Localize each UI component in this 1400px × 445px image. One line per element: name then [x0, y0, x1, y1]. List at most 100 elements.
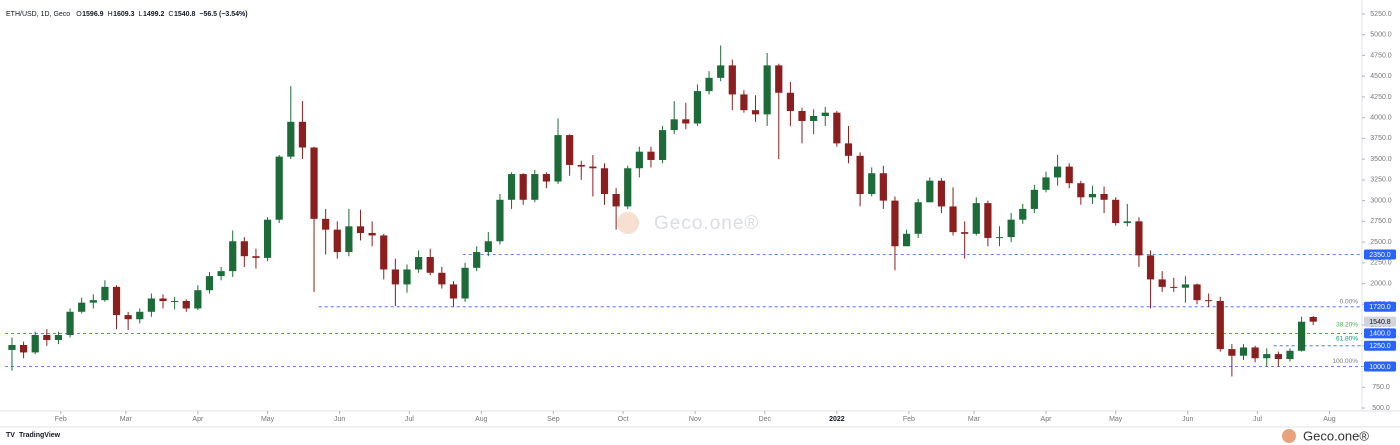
watermark: Geco.one®	[654, 213, 759, 234]
y-tick-label: 5000.0	[1370, 32, 1392, 39]
candle-body	[1135, 221, 1143, 256]
candle-body	[438, 272, 446, 285]
candle-body	[147, 298, 155, 312]
y-tick-label: 3250.0	[1370, 177, 1392, 184]
candle-body	[124, 315, 132, 320]
candle-body	[949, 206, 957, 233]
candle-body	[310, 147, 318, 219]
level-label: 2350.0	[1369, 252, 1391, 259]
platform-name: TradingView	[19, 432, 61, 439]
y-tick-label: 2500.0	[1370, 239, 1392, 246]
candle-body	[263, 219, 272, 258]
candle-body	[810, 115, 818, 121]
candle-body	[658, 130, 667, 160]
brand-logo	[1282, 429, 1296, 443]
candle-body	[821, 112, 829, 116]
legend-value: 1540.8	[174, 11, 196, 18]
level-box	[1364, 361, 1396, 372]
fib-label: 38.20%	[1336, 321, 1358, 328]
candle-body	[449, 284, 458, 299]
candle-body	[136, 311, 144, 320]
candle-body	[554, 135, 562, 182]
candle-body	[1309, 317, 1317, 322]
candle-body	[786, 92, 794, 112]
level-label: 1400.0	[1369, 331, 1391, 338]
candle-body	[1123, 221, 1131, 224]
candle-body	[1042, 177, 1050, 190]
x-tick-label: Aug	[1323, 416, 1336, 423]
candle-body	[356, 226, 365, 233]
x-tick-label: Mar	[120, 416, 133, 423]
legend-text: ETH/USD, 1D, Geco	[6, 11, 70, 18]
watermark-group: Geco.one®	[617, 212, 759, 234]
candle-body	[1228, 349, 1236, 356]
candle-body	[66, 311, 74, 336]
candle-body	[275, 156, 283, 220]
candle-body	[670, 119, 678, 131]
candle-body	[1205, 300, 1213, 302]
candle-body	[635, 151, 643, 169]
candle-body	[542, 174, 551, 182]
candle-body	[1054, 166, 1062, 178]
candle-body	[682, 119, 690, 124]
candle-body	[1181, 284, 1190, 288]
x-tick-label: May	[261, 416, 275, 423]
candle-body	[1263, 354, 1271, 359]
candle-body	[507, 174, 516, 200]
candle-body	[902, 233, 911, 247]
platform-logo: TV	[6, 432, 15, 439]
candle-body	[531, 174, 539, 200]
candle-body	[798, 111, 806, 121]
candle-body	[1158, 279, 1166, 287]
candle-body	[995, 237, 1004, 239]
level-label: 1000.0	[1369, 364, 1391, 371]
legend-key: L	[139, 11, 143, 18]
x-tick-label: Nov	[689, 416, 702, 423]
x-tick-label: 2022	[829, 416, 845, 423]
candle-body	[1297, 321, 1306, 351]
level-box	[1364, 328, 1396, 339]
y-tick-label: 4250.0	[1370, 94, 1392, 101]
candles	[8, 45, 1317, 377]
candle-body	[833, 112, 841, 144]
candle-body	[763, 65, 771, 115]
x-tick-label: Apr	[1041, 416, 1053, 423]
candle-body	[519, 174, 527, 200]
y-tick-label: 2000.0	[1370, 280, 1392, 287]
y-tick-label: 2750.0	[1370, 218, 1392, 225]
candle-body	[728, 65, 736, 95]
candle-body	[891, 200, 899, 247]
candle-body	[1286, 350, 1294, 360]
candle-body	[368, 232, 376, 236]
level-label: 1250.0	[1369, 343, 1391, 350]
candle-body	[1088, 193, 1097, 198]
x-tick-label: Feb	[55, 416, 67, 423]
candle-body	[194, 290, 202, 309]
candle-body	[600, 168, 609, 194]
candle-body	[112, 286, 121, 316]
candle-body	[171, 300, 179, 302]
level-box	[1364, 249, 1396, 260]
x-tick-label: Feb	[903, 416, 915, 423]
x-tick-label: Jun	[334, 416, 345, 423]
candle-body	[1019, 208, 1027, 220]
candle-body	[1030, 189, 1038, 209]
candle-body	[589, 166, 597, 169]
candle-body	[612, 193, 620, 207]
x-tick-label: Jun	[1182, 416, 1193, 423]
y-tick-label: 5250.0	[1370, 11, 1392, 18]
candle-body	[473, 252, 481, 268]
candle-body	[403, 269, 411, 285]
candle-body	[1065, 166, 1073, 184]
candle-body	[566, 135, 574, 165]
fib-label: 61.80%	[1336, 335, 1358, 342]
candle-body	[333, 229, 341, 253]
candle-body	[345, 226, 353, 253]
candle-body	[577, 164, 585, 167]
fib-label: 100.00%	[1332, 358, 1358, 365]
candle-body	[426, 257, 434, 273]
candle-body	[1216, 300, 1224, 350]
footer: TV TradingView Geco.one®	[6, 428, 1369, 443]
